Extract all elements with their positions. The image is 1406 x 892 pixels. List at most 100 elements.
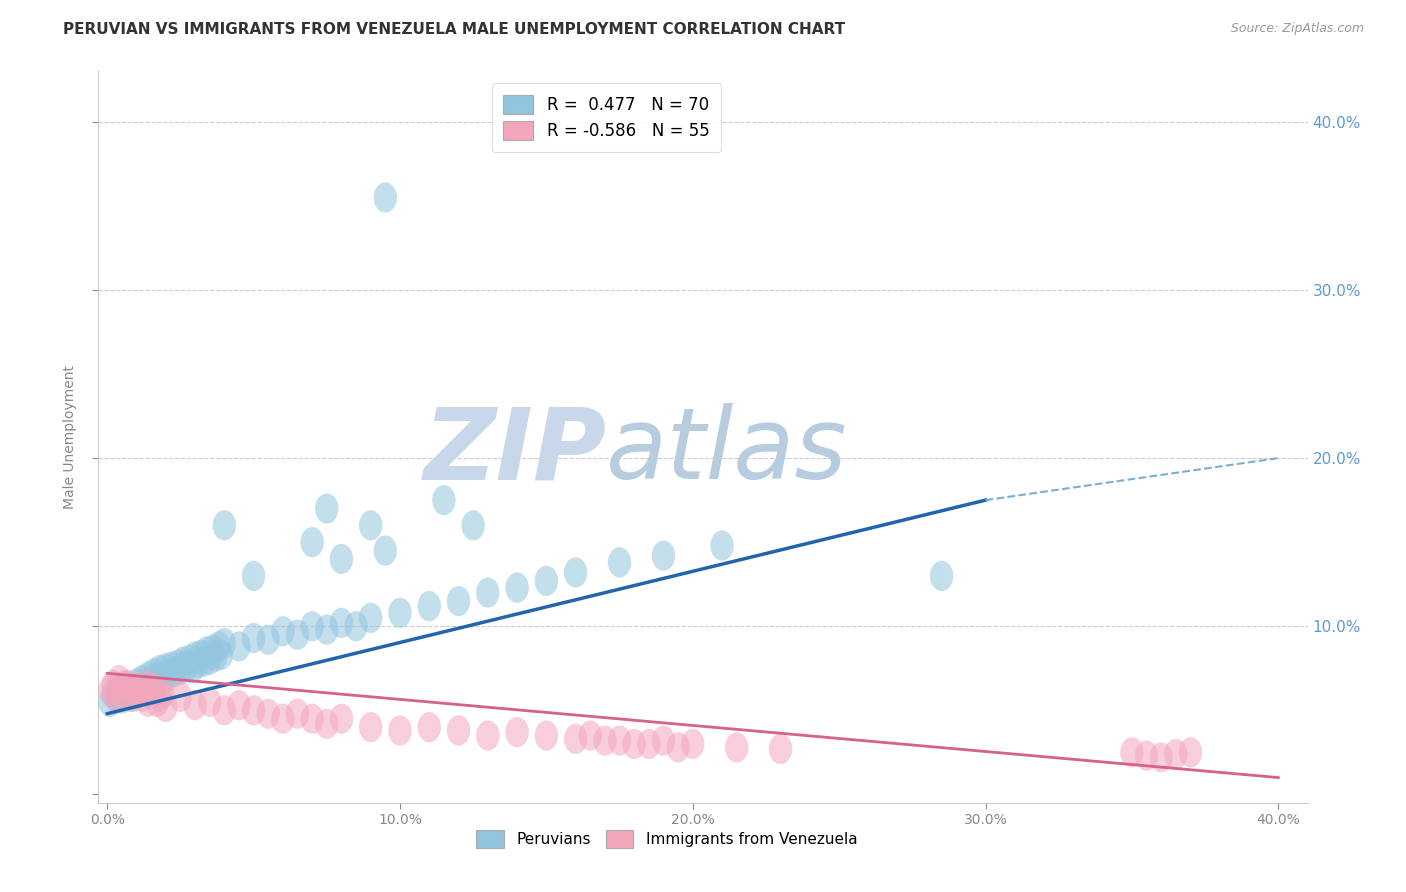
Ellipse shape [330,704,353,734]
Ellipse shape [120,673,142,704]
Ellipse shape [315,615,339,645]
Ellipse shape [607,725,631,756]
Ellipse shape [136,687,160,717]
Ellipse shape [201,634,225,665]
Ellipse shape [136,662,160,692]
Ellipse shape [148,681,172,712]
Ellipse shape [110,679,134,708]
Ellipse shape [534,721,558,751]
Ellipse shape [242,561,266,591]
Ellipse shape [1121,737,1143,767]
Ellipse shape [388,715,412,746]
Ellipse shape [330,607,353,638]
Ellipse shape [330,544,353,574]
Ellipse shape [139,679,163,708]
Ellipse shape [148,655,172,685]
Ellipse shape [204,641,228,672]
Ellipse shape [447,586,470,616]
Ellipse shape [190,640,212,670]
Ellipse shape [579,721,602,751]
Ellipse shape [198,645,221,675]
Ellipse shape [98,687,122,717]
Ellipse shape [593,725,617,756]
Ellipse shape [1178,737,1202,767]
Ellipse shape [209,640,233,670]
Ellipse shape [128,675,150,706]
Ellipse shape [564,723,588,754]
Ellipse shape [122,673,145,704]
Ellipse shape [432,485,456,516]
Ellipse shape [180,653,204,683]
Ellipse shape [160,651,183,681]
Ellipse shape [112,670,136,700]
Ellipse shape [228,632,250,662]
Ellipse shape [145,687,169,717]
Ellipse shape [107,675,131,706]
Ellipse shape [505,717,529,747]
Ellipse shape [157,660,180,690]
Ellipse shape [271,704,295,734]
Ellipse shape [212,510,236,541]
Ellipse shape [1135,740,1159,771]
Ellipse shape [505,573,529,603]
Ellipse shape [607,547,631,577]
Ellipse shape [183,690,207,721]
Ellipse shape [212,695,236,725]
Ellipse shape [166,649,190,680]
Ellipse shape [344,611,368,641]
Ellipse shape [195,636,218,666]
Text: Source: ZipAtlas.com: Source: ZipAtlas.com [1230,22,1364,36]
Ellipse shape [285,698,309,729]
Ellipse shape [101,679,125,708]
Ellipse shape [359,603,382,633]
Ellipse shape [769,734,793,764]
Ellipse shape [174,651,198,681]
Text: atlas: atlas [606,403,848,500]
Ellipse shape [301,611,323,641]
Ellipse shape [447,715,470,746]
Ellipse shape [1150,742,1173,772]
Ellipse shape [112,673,136,704]
Ellipse shape [155,653,177,683]
Ellipse shape [120,681,142,712]
Ellipse shape [271,616,295,647]
Ellipse shape [134,670,157,700]
Text: PERUVIAN VS IMMIGRANTS FROM VENEZUELA MALE UNEMPLOYMENT CORRELATION CHART: PERUVIAN VS IMMIGRANTS FROM VENEZUELA MA… [63,22,845,37]
Ellipse shape [285,620,309,649]
Ellipse shape [98,675,122,706]
Ellipse shape [623,729,645,759]
Ellipse shape [131,665,155,695]
Ellipse shape [186,648,209,679]
Ellipse shape [115,679,139,708]
Ellipse shape [183,641,207,672]
Ellipse shape [461,510,485,541]
Ellipse shape [929,561,953,591]
Ellipse shape [145,664,169,693]
Ellipse shape [115,670,139,700]
Ellipse shape [681,729,704,759]
Ellipse shape [477,577,499,607]
Ellipse shape [666,732,690,763]
Ellipse shape [122,681,145,712]
Ellipse shape [374,535,396,566]
Ellipse shape [155,692,177,723]
Ellipse shape [359,712,382,742]
Ellipse shape [207,632,231,662]
Ellipse shape [242,623,266,653]
Ellipse shape [477,721,499,751]
Ellipse shape [169,655,193,685]
Ellipse shape [125,679,148,708]
Ellipse shape [652,725,675,756]
Ellipse shape [564,558,588,588]
Ellipse shape [256,698,280,729]
Ellipse shape [374,182,396,212]
Ellipse shape [193,647,215,677]
Ellipse shape [1164,739,1188,769]
Ellipse shape [242,695,266,725]
Ellipse shape [710,531,734,561]
Ellipse shape [142,673,166,704]
Ellipse shape [104,681,128,712]
Ellipse shape [637,729,661,759]
Ellipse shape [256,624,280,655]
Legend: Peruvians, Immigrants from Venezuela: Peruvians, Immigrants from Venezuela [470,824,863,854]
